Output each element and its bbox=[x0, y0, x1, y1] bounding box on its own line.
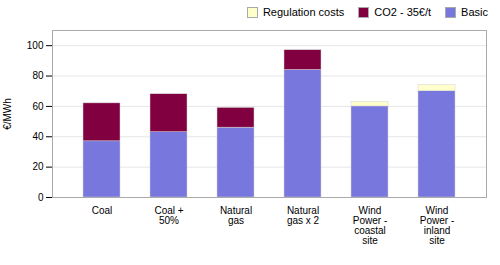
svg-text:60: 60 bbox=[32, 101, 44, 112]
svg-text:€/MWh: €/MWh bbox=[2, 98, 13, 130]
svg-text:0: 0 bbox=[38, 192, 44, 203]
svg-text:100: 100 bbox=[27, 40, 44, 51]
html-text:Basic: Basic bbox=[461, 6, 488, 18]
svg-text:Coal +50%: Coal +50% bbox=[154, 205, 183, 226]
svg-text:Coal: Coal bbox=[92, 205, 113, 216]
svg-text:WindPower -inlandsite: WindPower -inlandsite bbox=[420, 205, 454, 246]
svg-text:20: 20 bbox=[32, 161, 44, 172]
svg-text:80: 80 bbox=[32, 70, 44, 81]
svg-text:40: 40 bbox=[32, 131, 44, 142]
html-text:Regulation costs: Regulation costs bbox=[262, 6, 345, 18]
svg-text:Naturalgas x 2: Naturalgas x 2 bbox=[287, 205, 320, 226]
svg-text:Naturalgas: Naturalgas bbox=[220, 205, 252, 226]
svg-text:WindPower -coastalsite: WindPower -coastalsite bbox=[353, 205, 387, 246]
html-text:CO2 - 35€/t: CO2 - 35€/t bbox=[374, 6, 432, 18]
